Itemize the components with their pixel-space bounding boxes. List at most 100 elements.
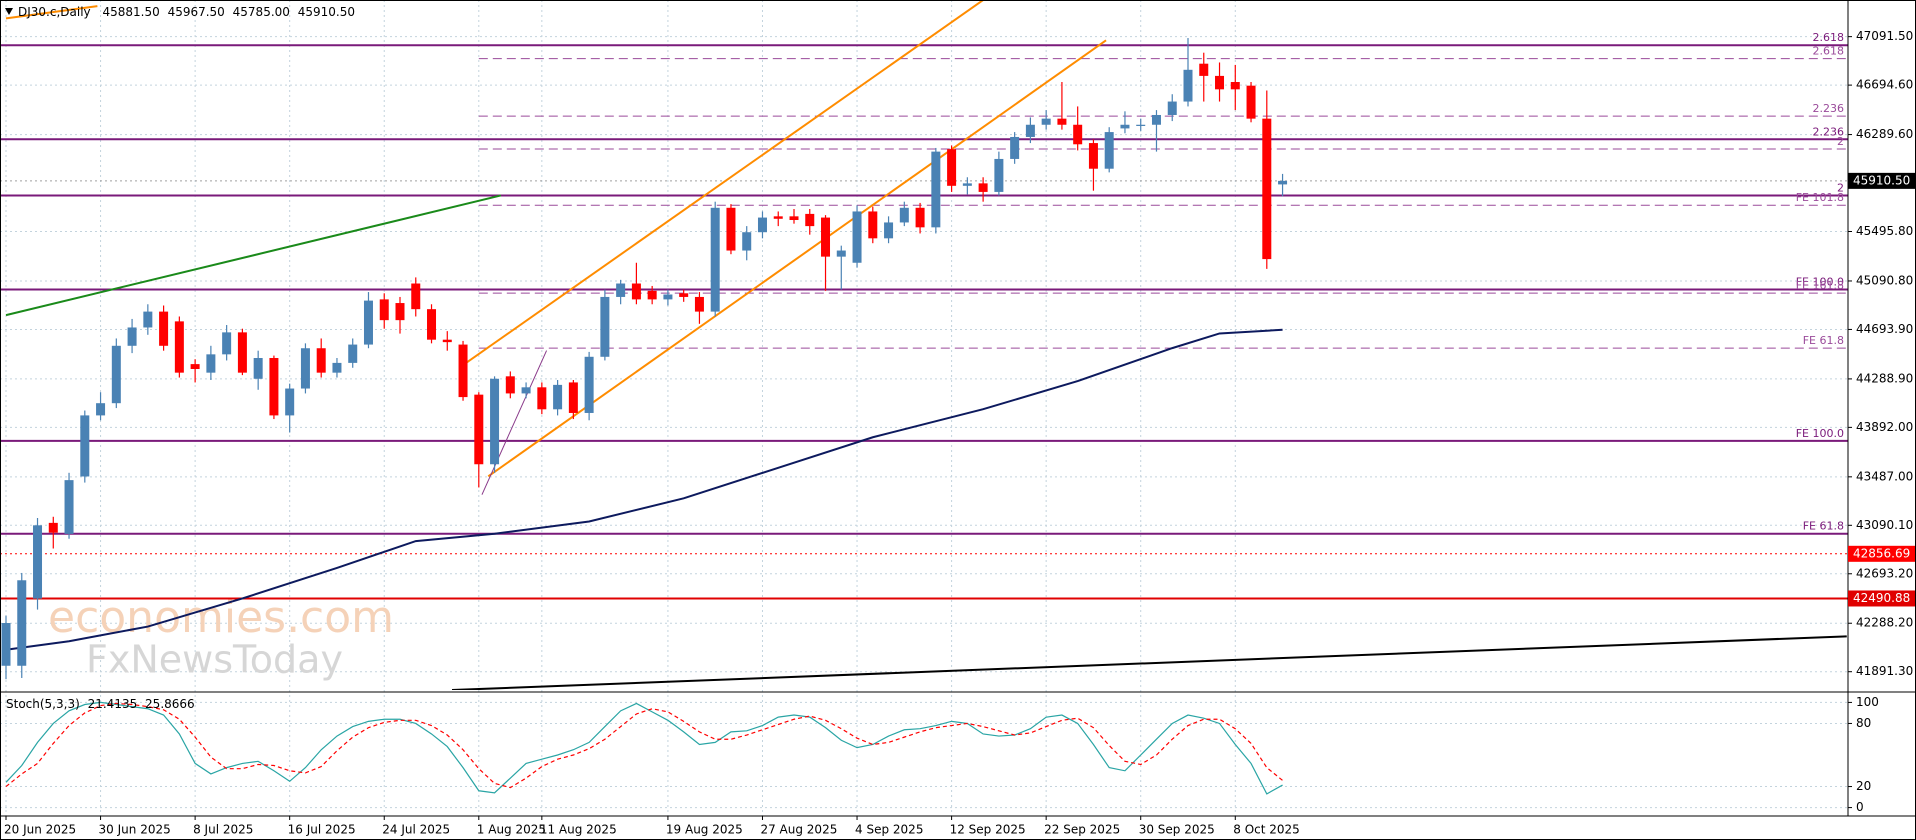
candle-body <box>852 211 862 263</box>
level-label: 2.618 <box>1813 31 1845 44</box>
x-tick-label: 22 Sep 2025 <box>1044 823 1120 837</box>
x-tick-label: 16 Jul 2025 <box>288 823 356 837</box>
level-label: 2.236 <box>1813 125 1845 138</box>
candle-body <box>805 213 815 227</box>
candle-body <box>1073 124 1083 145</box>
x-tick-label: 19 Aug 2025 <box>666 823 743 837</box>
y-tick-label: 20 <box>1856 779 1871 793</box>
y-tick-label: 80 <box>1856 716 1871 730</box>
stoch-main-value: 21.4135 <box>88 697 138 711</box>
level-label: 2 <box>1837 135 1844 148</box>
candle-body <box>1025 124 1035 137</box>
candle-body <box>33 525 43 599</box>
level-label: FE 100.0 <box>1796 427 1844 440</box>
y-tick-label: 43090.10 <box>1856 518 1913 532</box>
y-tick-label: 46694.60 <box>1856 78 1913 92</box>
x-tick-label: 30 Jun 2025 <box>99 823 171 837</box>
candle-body <box>505 376 515 394</box>
candle-body <box>757 217 767 233</box>
stoch-line <box>5 701 1283 795</box>
candle-body <box>96 403 106 416</box>
candle-body <box>836 250 846 257</box>
candle-body <box>64 480 74 534</box>
level-label: 2 <box>1837 181 1844 194</box>
candle-body <box>474 394 484 465</box>
close-label: 45910.50 <box>298 5 355 19</box>
y-tick-label: 44693.90 <box>1856 322 1913 336</box>
candle-body <box>1136 124 1146 126</box>
candle-body <box>111 345 121 404</box>
candle-body <box>411 283 421 310</box>
menu-triangle <box>5 8 13 15</box>
x-tick-label: 4 Sep 2025 <box>855 823 923 837</box>
y-tick-label: 42693.20 <box>1856 566 1913 580</box>
candle-body <box>647 290 657 300</box>
candle-body <box>1120 124 1130 129</box>
candle-body <box>1088 143 1098 169</box>
candle-body <box>427 309 437 340</box>
candle-body <box>884 222 894 239</box>
open-label: 45881.50 <box>102 5 159 19</box>
trendline <box>481 350 548 495</box>
candle-body <box>1104 132 1114 169</box>
candle-body <box>553 384 563 410</box>
trendline <box>464 0 984 365</box>
candle-body <box>568 382 578 413</box>
candle-body <box>1262 118 1272 260</box>
y-tick-label: 44288.90 <box>1856 371 1913 385</box>
y-tick-label: 43892.00 <box>1856 420 1913 434</box>
candle-body <box>1215 75 1225 90</box>
grid <box>0 0 1848 816</box>
candle-body <box>1183 69 1193 102</box>
candle-body <box>962 183 972 186</box>
low-label: 45785.00 <box>233 5 290 19</box>
watermark-layer: economies.com FxNewsToday <box>48 592 394 682</box>
y-tick-label: 46289.60 <box>1856 127 1913 141</box>
candle-body <box>694 296 704 312</box>
chart-header: DJ30.c,Daily 45881.50 45967.50 45785.00 … <box>18 5 355 19</box>
candle-body <box>190 364 200 369</box>
candle-body <box>1199 63 1209 76</box>
high-label: 45967.50 <box>168 5 225 19</box>
candle-body <box>222 332 232 355</box>
candle-body <box>947 149 957 186</box>
candle-body <box>490 378 500 465</box>
candle-body <box>363 300 373 345</box>
candle-body <box>1041 118 1051 125</box>
candle-body <box>584 356 594 413</box>
candle-body <box>379 299 389 321</box>
trendline <box>5 5 98 20</box>
x-tick-label: 12 Sep 2025 <box>950 823 1026 837</box>
stoch-line <box>5 702 1283 789</box>
level-label: 2.618 <box>1813 45 1845 58</box>
level-label: FE 61.8 <box>1803 520 1844 533</box>
level-label: FE 161.8 <box>1796 279 1844 292</box>
candle-body <box>616 283 626 297</box>
y-tick-label: 0 <box>1856 800 1864 814</box>
y-tick-label: 100 <box>1856 695 1879 709</box>
candle-body <box>931 151 941 228</box>
candle-body <box>631 283 641 300</box>
candle-body <box>978 183 988 192</box>
trendline <box>451 635 1847 690</box>
symbol: DJ30.c,Daily <box>18 5 91 19</box>
candle-body <box>1057 118 1067 125</box>
candle-body <box>253 358 263 379</box>
x-tick-label: 8 Jul 2025 <box>193 823 253 837</box>
candle-body <box>143 311 153 328</box>
candle-body <box>1151 114 1161 125</box>
candle-body <box>915 207 925 228</box>
candle-body <box>80 415 90 477</box>
candle-body <box>316 348 326 373</box>
candle-body <box>127 327 137 346</box>
candle-body <box>868 211 878 239</box>
stoch-signal-value: 25.8666 <box>145 697 195 711</box>
level-label: FE 61.8 <box>1803 334 1844 347</box>
current-price-label: 45910.50 <box>1853 173 1910 187</box>
candle-body <box>899 207 909 223</box>
candle-body <box>537 387 547 410</box>
candle-body <box>710 207 720 312</box>
level-label: 2.236 <box>1813 102 1845 115</box>
candle-body <box>1246 85 1256 119</box>
